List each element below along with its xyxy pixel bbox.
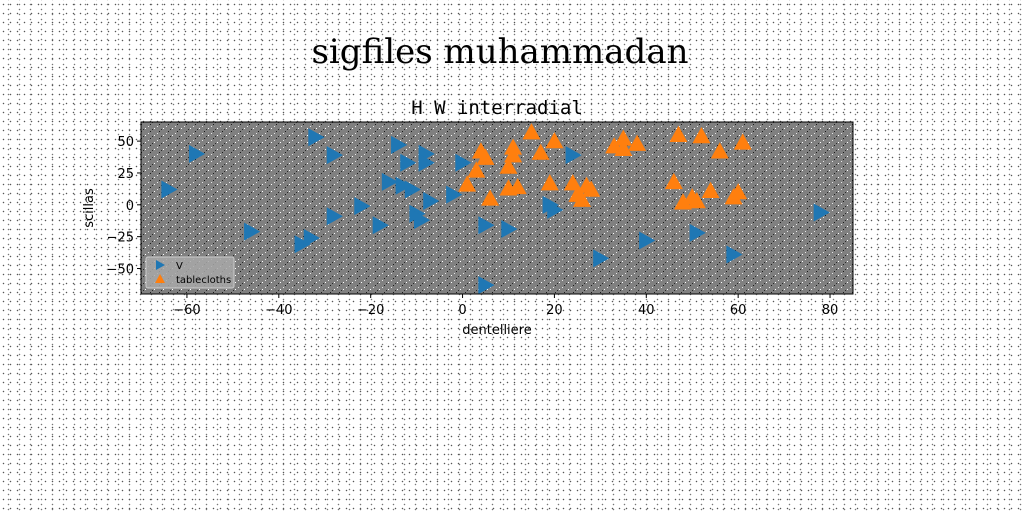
plot-frame (140, 121, 854, 295)
point-tablecloths (687, 191, 706, 209)
legend-label-tablecloths: tablecloths (176, 275, 231, 286)
point-tablecloths (692, 127, 711, 144)
point-v (395, 176, 412, 195)
point-v (813, 203, 830, 222)
legend-marker-v (156, 260, 165, 270)
point-v (161, 180, 178, 199)
point-v (381, 172, 399, 191)
point-tablecloths (614, 139, 633, 156)
point-v (446, 185, 463, 204)
x-tick-label: 60 (730, 303, 747, 318)
x-tick-label: 40 (638, 303, 655, 318)
point-v (308, 128, 325, 147)
point-tablecloths (540, 174, 559, 191)
point-v (418, 153, 435, 172)
point-tablecloths (458, 175, 477, 192)
x-axis-label: dentelliere (462, 323, 531, 338)
y-axis-label: scillas (82, 188, 97, 228)
point-tablecloths (674, 193, 693, 210)
point-v (303, 228, 320, 247)
point-v (400, 153, 417, 172)
point-v (294, 235, 311, 254)
plot-noise (141, 122, 853, 294)
y-tick-label: 25 (117, 167, 134, 182)
point-v (478, 216, 495, 235)
point-tablecloths (481, 189, 500, 206)
point-tablecloths (614, 129, 633, 146)
x-tick-label: 80 (822, 303, 839, 318)
point-v (326, 146, 343, 165)
point-tablecloths (476, 148, 495, 165)
point-tablecloths (531, 143, 550, 160)
point-tablecloths (710, 142, 729, 159)
point-tablecloths (628, 134, 647, 151)
y-tick-label: 50 (117, 135, 134, 150)
point-v (391, 135, 408, 154)
point-v (565, 146, 582, 165)
point-v (326, 207, 343, 226)
point-tablecloths (582, 180, 601, 197)
point-v (354, 197, 371, 216)
point-v (639, 231, 656, 250)
point-v (593, 249, 610, 268)
point-v (404, 180, 422, 199)
point-tablecloths (733, 133, 752, 150)
point-v (478, 276, 495, 295)
point-tablecloths (572, 190, 591, 207)
point-tablecloths (545, 132, 564, 149)
point-tablecloths (701, 181, 720, 198)
point-tablecloths (504, 138, 523, 155)
point-v (547, 200, 564, 219)
x-tick-label: −40 (265, 303, 292, 318)
point-v (689, 223, 706, 242)
point-tablecloths (499, 157, 518, 174)
y-tick-label: 0 (126, 199, 134, 214)
legend-box (145, 256, 235, 289)
point-tablecloths (467, 161, 486, 178)
point-tablecloths (669, 125, 688, 142)
point-tablecloths (508, 177, 527, 195)
point-tablecloths (522, 123, 541, 140)
point-v (244, 222, 261, 241)
x-tick-label: −20 (357, 303, 384, 318)
point-v (455, 153, 472, 172)
point-v (501, 220, 518, 239)
x-tick-label: 20 (546, 303, 563, 318)
axis-ticks: −60 −40 −20 0 20 40 60 80 −50 −25 0 25 50 (107, 135, 839, 318)
point-tablecloths (729, 183, 748, 200)
points-layer (161, 123, 830, 295)
legend-marker-tablecloths (155, 274, 165, 283)
x-tick-label: −60 (173, 303, 200, 318)
point-v (188, 144, 206, 163)
figure-suptitle: sigfiles muhammadan (311, 32, 689, 72)
point-v (423, 191, 440, 210)
chart-title: H W interradial (411, 97, 583, 119)
y-tick-label: −50 (107, 263, 134, 278)
point-v (372, 216, 389, 235)
x-tick-label: 0 (458, 303, 466, 318)
legend-label-v: V (176, 261, 183, 272)
point-tablecloths (664, 172, 683, 190)
point-v (726, 245, 743, 264)
y-tick-label: −25 (107, 231, 134, 246)
legend: V tablecloths (145, 256, 235, 289)
point-v (414, 211, 431, 230)
